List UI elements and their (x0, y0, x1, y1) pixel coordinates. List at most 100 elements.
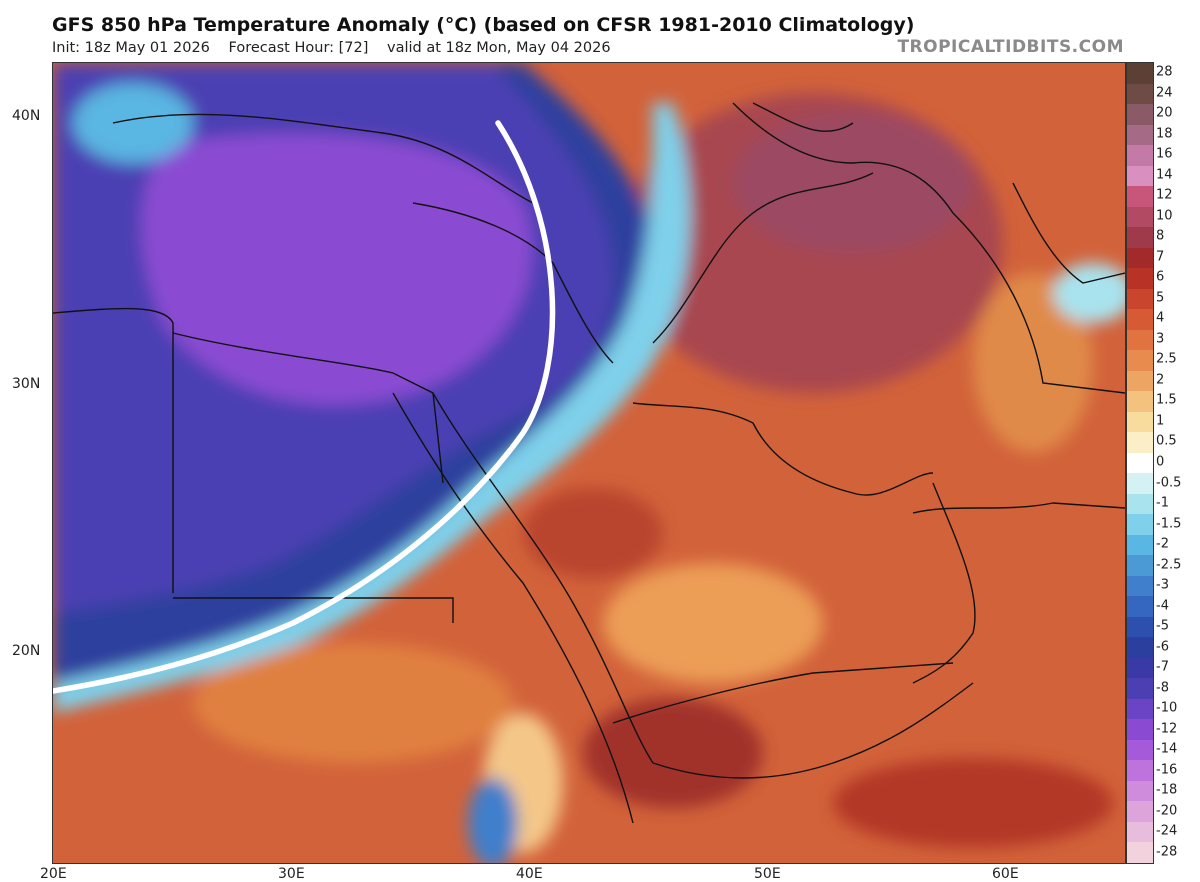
central-arabia-warm-region (523, 488, 663, 578)
legend-swatch (1127, 350, 1153, 372)
legend-label: 8 (1156, 228, 1165, 244)
legend-label: -14 (1156, 741, 1178, 757)
legend-swatch (1127, 124, 1153, 146)
legend-swatch (1127, 473, 1153, 495)
legend-label: 16 (1156, 146, 1173, 162)
legend-label: -7 (1156, 659, 1169, 675)
legend-label: 0 (1156, 454, 1165, 470)
legend-swatch (1127, 534, 1153, 556)
legend-label: 6 (1156, 269, 1165, 285)
legend-label: -24 (1156, 823, 1178, 839)
forecast-info: Init: 18z May 01 2026 Forecast Hour: [72… (52, 40, 625, 56)
legend-label: 0.5 (1156, 433, 1177, 449)
legend-label: -8 (1156, 680, 1169, 696)
cold-front-arc-annotation (53, 120, 556, 694)
legend-swatch (1127, 575, 1153, 597)
legend-label: 14 (1156, 167, 1173, 183)
legend-swatch (1127, 493, 1153, 515)
legend-label: 24 (1156, 85, 1173, 101)
legend-label: -28 (1156, 844, 1178, 860)
legend-swatch (1127, 145, 1153, 167)
egypt-north-coast (172, 332, 444, 484)
iran-east-border (732, 102, 1125, 394)
init-time: Init: 18z May 01 2026 (52, 40, 210, 56)
legend-label: 12 (1156, 187, 1173, 203)
legend-swatch (1127, 596, 1153, 618)
legend-swatch (1127, 719, 1153, 741)
afghan-border (1012, 182, 1125, 284)
map-canvas (53, 63, 1125, 863)
legend-swatch (1127, 637, 1153, 659)
legend-swatch (1127, 616, 1153, 638)
legend-swatch (1127, 329, 1153, 351)
turkey-coast (112, 113, 534, 204)
empty-quarter-mild-region (603, 563, 823, 683)
legend-swatch (1127, 657, 1153, 679)
lat-label-30n: 30N (12, 376, 41, 392)
red-sea-west-coast (392, 392, 634, 824)
lat-label-40n: 40N (12, 108, 41, 124)
legend-swatch (1127, 288, 1153, 310)
legend-swatch (1127, 247, 1153, 269)
legend-label: -1.5 (1156, 516, 1182, 532)
legend-label: -4 (1156, 598, 1169, 614)
map-title: GFS 850 hPa Temperature Anomaly (°C) (ba… (52, 14, 915, 36)
lat-label-20n: 20N (12, 643, 41, 659)
legend-label: -5 (1156, 618, 1169, 634)
legend-swatch (1127, 678, 1153, 700)
legend-swatch (1127, 268, 1153, 290)
legend-label: -16 (1156, 762, 1178, 778)
legend-swatch (1127, 370, 1153, 392)
pakistan-mild-region (973, 273, 1093, 453)
lon-label-60e: 60E (992, 866, 1019, 882)
pakistan-coast (912, 502, 1125, 514)
legend-label: 18 (1156, 126, 1173, 142)
legend-label: 5 (1156, 290, 1165, 306)
legend-label: 10 (1156, 208, 1173, 224)
lon-label-30e: 30E (278, 866, 305, 882)
strong-cold-core (141, 133, 532, 405)
legend-label: -18 (1156, 782, 1178, 798)
sudan-warm-region (193, 643, 513, 763)
balkan-cool-region (73, 83, 193, 163)
legend-swatch (1127, 309, 1153, 331)
color-legend (1126, 62, 1154, 864)
legend-swatch (1127, 227, 1153, 249)
legend-swatch (1127, 821, 1153, 843)
legend-label: -1 (1156, 495, 1169, 511)
oman-coast (912, 482, 976, 684)
red-sea-east-coast (432, 392, 654, 764)
brand-watermark: TROPICALTIDBITS.COM (897, 37, 1124, 57)
libya-border (53, 307, 174, 593)
legend-label: -20 (1156, 803, 1178, 819)
legend-swatch (1127, 514, 1153, 536)
legend-swatch (1127, 104, 1153, 126)
legend-swatch (1127, 760, 1153, 782)
anomaly-map (52, 62, 1126, 864)
levant-coast (412, 202, 614, 364)
arabian-sea-warm-region (833, 758, 1113, 848)
ethiopia-cool-region (468, 778, 518, 863)
legend-label: -2.5 (1156, 557, 1182, 573)
legend-label: 1.5 (1156, 392, 1177, 408)
legend-swatch (1127, 186, 1153, 208)
legend-label: -12 (1156, 721, 1178, 737)
legend-swatch (1127, 452, 1153, 474)
legend-swatch (1127, 391, 1153, 413)
legend-swatch (1127, 206, 1153, 228)
legend-label: 2.5 (1156, 351, 1177, 367)
gulf-coast (632, 402, 934, 496)
legend-label: 20 (1156, 105, 1173, 121)
yemen-coast (652, 682, 974, 779)
legend-swatch (1127, 432, 1153, 454)
lon-label-40e: 40E (516, 866, 543, 882)
legend-label: 28 (1156, 64, 1173, 80)
legend-label: 1 (1156, 413, 1165, 429)
legend-label: -2 (1156, 536, 1169, 552)
legend-swatch (1127, 739, 1153, 761)
forecast-hour: Forecast Hour: [72] (228, 40, 369, 56)
legend-swatch (1127, 780, 1153, 802)
transition-zone (53, 103, 691, 713)
caucasus-border (752, 102, 854, 132)
egypt-sudan-border (173, 597, 454, 623)
